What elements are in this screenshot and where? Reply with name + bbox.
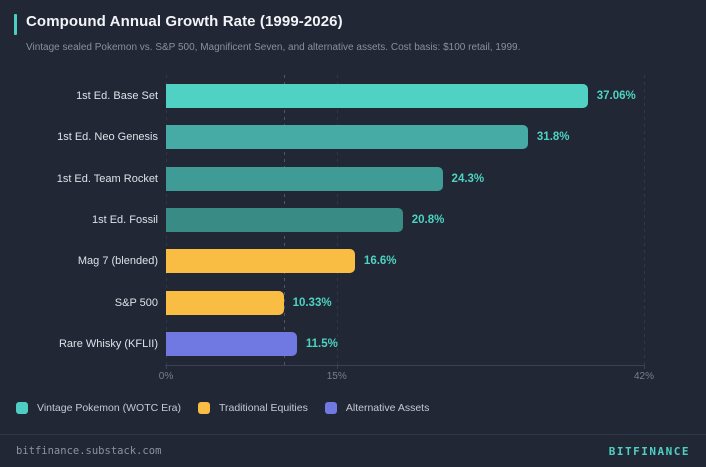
value-label: 11.5%	[305, 338, 338, 351]
legend-item: Traditional Equities	[197, 402, 308, 414]
x-axis-line	[165, 365, 644, 366]
bar-track: 20.8%	[166, 199, 644, 240]
bar	[166, 290, 284, 315]
bar	[166, 332, 297, 357]
category-label: 1st Ed. Fossil	[91, 213, 158, 226]
bar	[166, 166, 443, 191]
category-label: 1st Ed. Base Set	[76, 89, 158, 102]
chart-title: Compound Annual Growth Rate (1999-2026)	[26, 13, 343, 30]
category-label: 1st Ed. Team Rocket	[56, 172, 158, 185]
bar-track: 24.3%	[166, 158, 644, 199]
chart-row: Rare Whisky (KFLII) 11.5%	[0, 324, 706, 365]
legend-swatch-icon	[324, 402, 337, 414]
title-accent-bar	[14, 14, 17, 35]
value-label: 20.8%	[411, 213, 445, 226]
chart-row: 1st Ed. Neo Genesis 31.8%	[0, 116, 706, 157]
legend-label: Traditional Equities	[218, 402, 308, 414]
chart-subtitle: Vintage sealed Pokemon vs. S&P 500, Magn…	[26, 42, 521, 53]
x-axis-tick-label: 15%	[326, 371, 347, 382]
footer-url: bitfinance.substack.com	[16, 445, 162, 457]
legend-item: Alternative Assets	[324, 402, 430, 414]
brand-logo: BITFINANCE	[608, 444, 690, 458]
category-label: 1st Ed. Neo Genesis	[57, 131, 158, 144]
gridline-0	[166, 75, 167, 365]
gridline-15	[336, 75, 338, 365]
bar-track: 31.8%	[166, 116, 644, 157]
x-axis-tick	[644, 365, 645, 369]
value-label: 31.8%	[536, 131, 570, 144]
gridline-42	[644, 75, 645, 365]
x-axis-tick	[336, 365, 338, 369]
x-axis-tick-label: 42%	[633, 371, 655, 382]
chart-row: 1st Ed. Team Rocket 24.3%	[0, 158, 706, 199]
footer: bitfinance.substack.com BITFINANCE	[0, 434, 706, 467]
value-label: 24.3%	[451, 172, 485, 185]
category-label: Mag 7 (blended)	[77, 255, 158, 268]
chart-row: Mag 7 (blended) 16.6%	[0, 241, 706, 282]
legend-item: Vintage Pokemon (WOTC Era)	[16, 402, 181, 414]
legend-label: Alternative Assets	[345, 402, 430, 414]
sp-avg-reference-label: S&P Avg	[265, 214, 302, 224]
legend-swatch-icon	[16, 402, 28, 414]
chart-row: 1st Ed. Fossil 20.8%	[0, 199, 706, 240]
bar	[166, 207, 403, 232]
value-label: 16.6%	[363, 255, 397, 268]
bar-track: 11.5%	[166, 324, 644, 365]
category-label: S&P 500	[114, 296, 158, 309]
value-label: 10.33%	[292, 296, 332, 309]
bar-track: 10.33%	[166, 282, 644, 323]
chart-row: 1st Ed. Base Set 37.06%	[0, 75, 706, 116]
gridlines: S&P Avg	[166, 75, 645, 365]
value-label: 37.06%	[596, 89, 636, 102]
bar-track: 16.6%	[166, 241, 644, 282]
x-axis-tick-label: 0%	[158, 371, 174, 382]
bar-track: 37.06%	[166, 75, 644, 116]
legend-swatch-icon	[197, 402, 210, 414]
x-axis-tick	[166, 365, 167, 369]
legend: Vintage Pokemon (WOTC Era) Traditional Eq…	[16, 402, 429, 414]
bar	[166, 125, 528, 150]
bar	[166, 83, 588, 108]
chart-row: S&P 500 10.33%	[0, 282, 706, 323]
legend-label: Vintage Pokemon (WOTC Era)	[37, 402, 181, 414]
sp-avg-reference-line	[283, 75, 285, 365]
bar	[166, 249, 355, 274]
chart-rows: 1st Ed. Base Set 37.06% 1st Ed. Neo Genesi…	[0, 75, 706, 365]
category-label: Rare Whisky (KFLII)	[58, 338, 158, 351]
